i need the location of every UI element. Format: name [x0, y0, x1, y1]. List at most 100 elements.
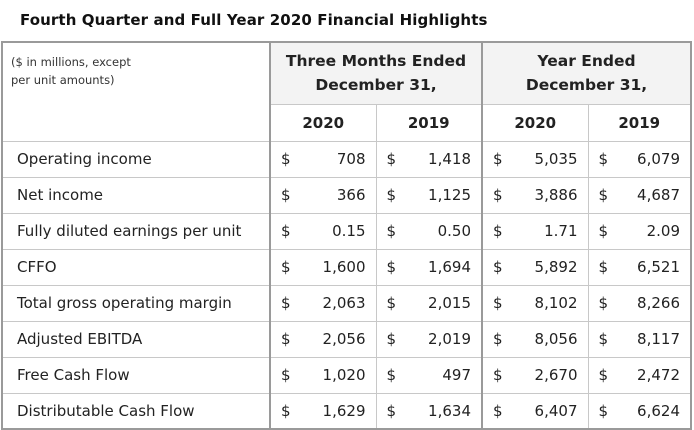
table-row: Distributable Cash Flow $1,629 $1,634 $6,40… [1, 392, 692, 430]
cell-value: 2,019 [428, 329, 471, 348]
value-cell: $6,521 [587, 248, 692, 286]
table-row: Total gross operating margin $2,063 $2,015… [1, 284, 692, 322]
cell-value: 5,892 [534, 257, 578, 276]
header-row-groups: ($ in millions, except per unit amounts)… [1, 41, 692, 142]
cell-value: 2.09 [646, 221, 680, 240]
table-row: Net income $366 $1,125 $3,886 $4,687 [1, 176, 692, 214]
currency-symbol: $ [598, 293, 609, 312]
currency-symbol: $ [281, 401, 291, 420]
year-header: 2020 [269, 103, 377, 142]
currency-symbol: $ [386, 365, 397, 384]
value-cell: $2,056 [269, 320, 377, 358]
cell-value: 2,015 [428, 293, 471, 312]
cell-value: 1,020 [322, 365, 366, 384]
year-header: 2020 [481, 103, 589, 142]
group-header-three-months: Three Months Ended December 31, [269, 41, 483, 105]
value-cell: $0.15 [269, 212, 377, 250]
value-cell: $1,418 [375, 140, 483, 178]
value-cell: $6,407 [481, 392, 589, 430]
value-cell: $2,472 [587, 356, 692, 394]
value-cell: $1,694 [375, 248, 483, 286]
currency-symbol: $ [386, 257, 397, 276]
table-row: Adjusted EBITDA $2,056 $2,019 $8,056 $8,117 [1, 320, 692, 358]
value-cell: $1,634 [375, 392, 483, 430]
value-cell: $8,102 [481, 284, 589, 322]
cell-value: 366 [336, 185, 366, 204]
table-row: Free Cash Flow $1,020 $497 $2,670 $2,472 [1, 356, 692, 394]
currency-symbol: $ [493, 149, 503, 168]
cell-value: 5,035 [534, 149, 578, 168]
currency-symbol: $ [598, 329, 609, 348]
cell-value: 8,117 [637, 329, 680, 348]
value-cell: $8,117 [587, 320, 692, 358]
cell-value: 2,670 [534, 365, 578, 384]
currency-symbol: $ [386, 293, 397, 312]
table-row: Fully diluted earnings per unit $0.15 $0.5… [1, 212, 692, 250]
header-row-years: 2020 2019 2020 2019 [2, 103, 692, 142]
year-header: 2019 [375, 103, 483, 142]
value-cell: $1,600 [269, 248, 377, 286]
value-cell: $4,687 [587, 176, 692, 214]
cell-value: 0.15 [332, 221, 366, 240]
value-cell: $6,079 [587, 140, 692, 178]
cell-value: 1,694 [428, 257, 471, 276]
cell-value: 0.50 [437, 221, 471, 240]
group-header-line-2: December 31, [315, 76, 437, 95]
row-label: Distributable Cash Flow [1, 392, 271, 430]
currency-symbol: $ [386, 401, 397, 420]
currency-symbol: $ [281, 221, 291, 240]
cell-value: 6,521 [637, 257, 680, 276]
value-cell: $708 [269, 140, 377, 178]
currency-symbol: $ [493, 293, 503, 312]
cell-value: 1,125 [428, 185, 471, 204]
value-cell: $3,886 [481, 176, 589, 214]
group-header-line-1: Year Ended [537, 52, 636, 71]
cell-value: 8,266 [637, 293, 680, 312]
units-caption-line-1: ($ in millions, except [11, 55, 131, 69]
row-label: Adjusted EBITDA [1, 320, 271, 358]
table-title: Fourth Quarter and Full Year 2020 Financ… [20, 11, 488, 29]
table-body: Operating income $708 $1,418 $5,035 $6,079 Ne… [1, 140, 692, 430]
value-cell: $6,624 [587, 392, 692, 430]
cell-value: 497 [442, 365, 471, 384]
currency-symbol: $ [281, 365, 291, 384]
currency-symbol: $ [598, 149, 609, 168]
row-label: Total gross operating margin [1, 284, 271, 322]
currency-symbol: $ [493, 221, 503, 240]
cell-value: 6,079 [637, 149, 680, 168]
group-header-line-1: Three Months Ended [285, 52, 467, 71]
value-cell: $366 [269, 176, 377, 214]
financial-highlights-table: ($ in millions, except per unit amounts)… [1, 41, 692, 430]
currency-symbol: $ [493, 365, 503, 384]
currency-symbol: $ [386, 185, 397, 204]
currency-symbol: $ [493, 329, 503, 348]
group-header-year-ended: Year Ended December 31, [481, 41, 692, 105]
currency-symbol: $ [281, 257, 291, 276]
value-cell: $497 [375, 356, 483, 394]
currency-symbol: $ [386, 329, 397, 348]
cell-value: 1,629 [322, 401, 366, 420]
cell-value: 1,600 [322, 257, 366, 276]
group-header-line-2: December 31, [525, 76, 648, 95]
units-caption-line-2: per unit amounts) [11, 73, 115, 87]
currency-symbol: $ [281, 293, 291, 312]
currency-symbol: $ [598, 365, 609, 384]
value-cell: $0.50 [375, 212, 483, 250]
currency-symbol: $ [598, 185, 609, 204]
value-cell: $1,629 [269, 392, 377, 430]
cell-value: 1,418 [428, 149, 471, 168]
row-label: CFFO [1, 248, 271, 286]
value-cell: $8,266 [587, 284, 692, 322]
value-cell: $1,020 [269, 356, 377, 394]
table-row: Operating income $708 $1,418 $5,035 $6,079 [1, 140, 692, 178]
row-label: Operating income [1, 140, 271, 178]
currency-symbol: $ [281, 329, 291, 348]
value-cell: $2,670 [481, 356, 589, 394]
year-header: 2019 [587, 103, 692, 142]
cell-value: 6,624 [637, 401, 680, 420]
cell-value: 2,472 [637, 365, 680, 384]
value-cell: $5,892 [481, 248, 589, 286]
cell-value: 2,063 [322, 293, 366, 312]
value-cell: $2,063 [269, 284, 377, 322]
cell-value: 6,407 [534, 401, 578, 420]
